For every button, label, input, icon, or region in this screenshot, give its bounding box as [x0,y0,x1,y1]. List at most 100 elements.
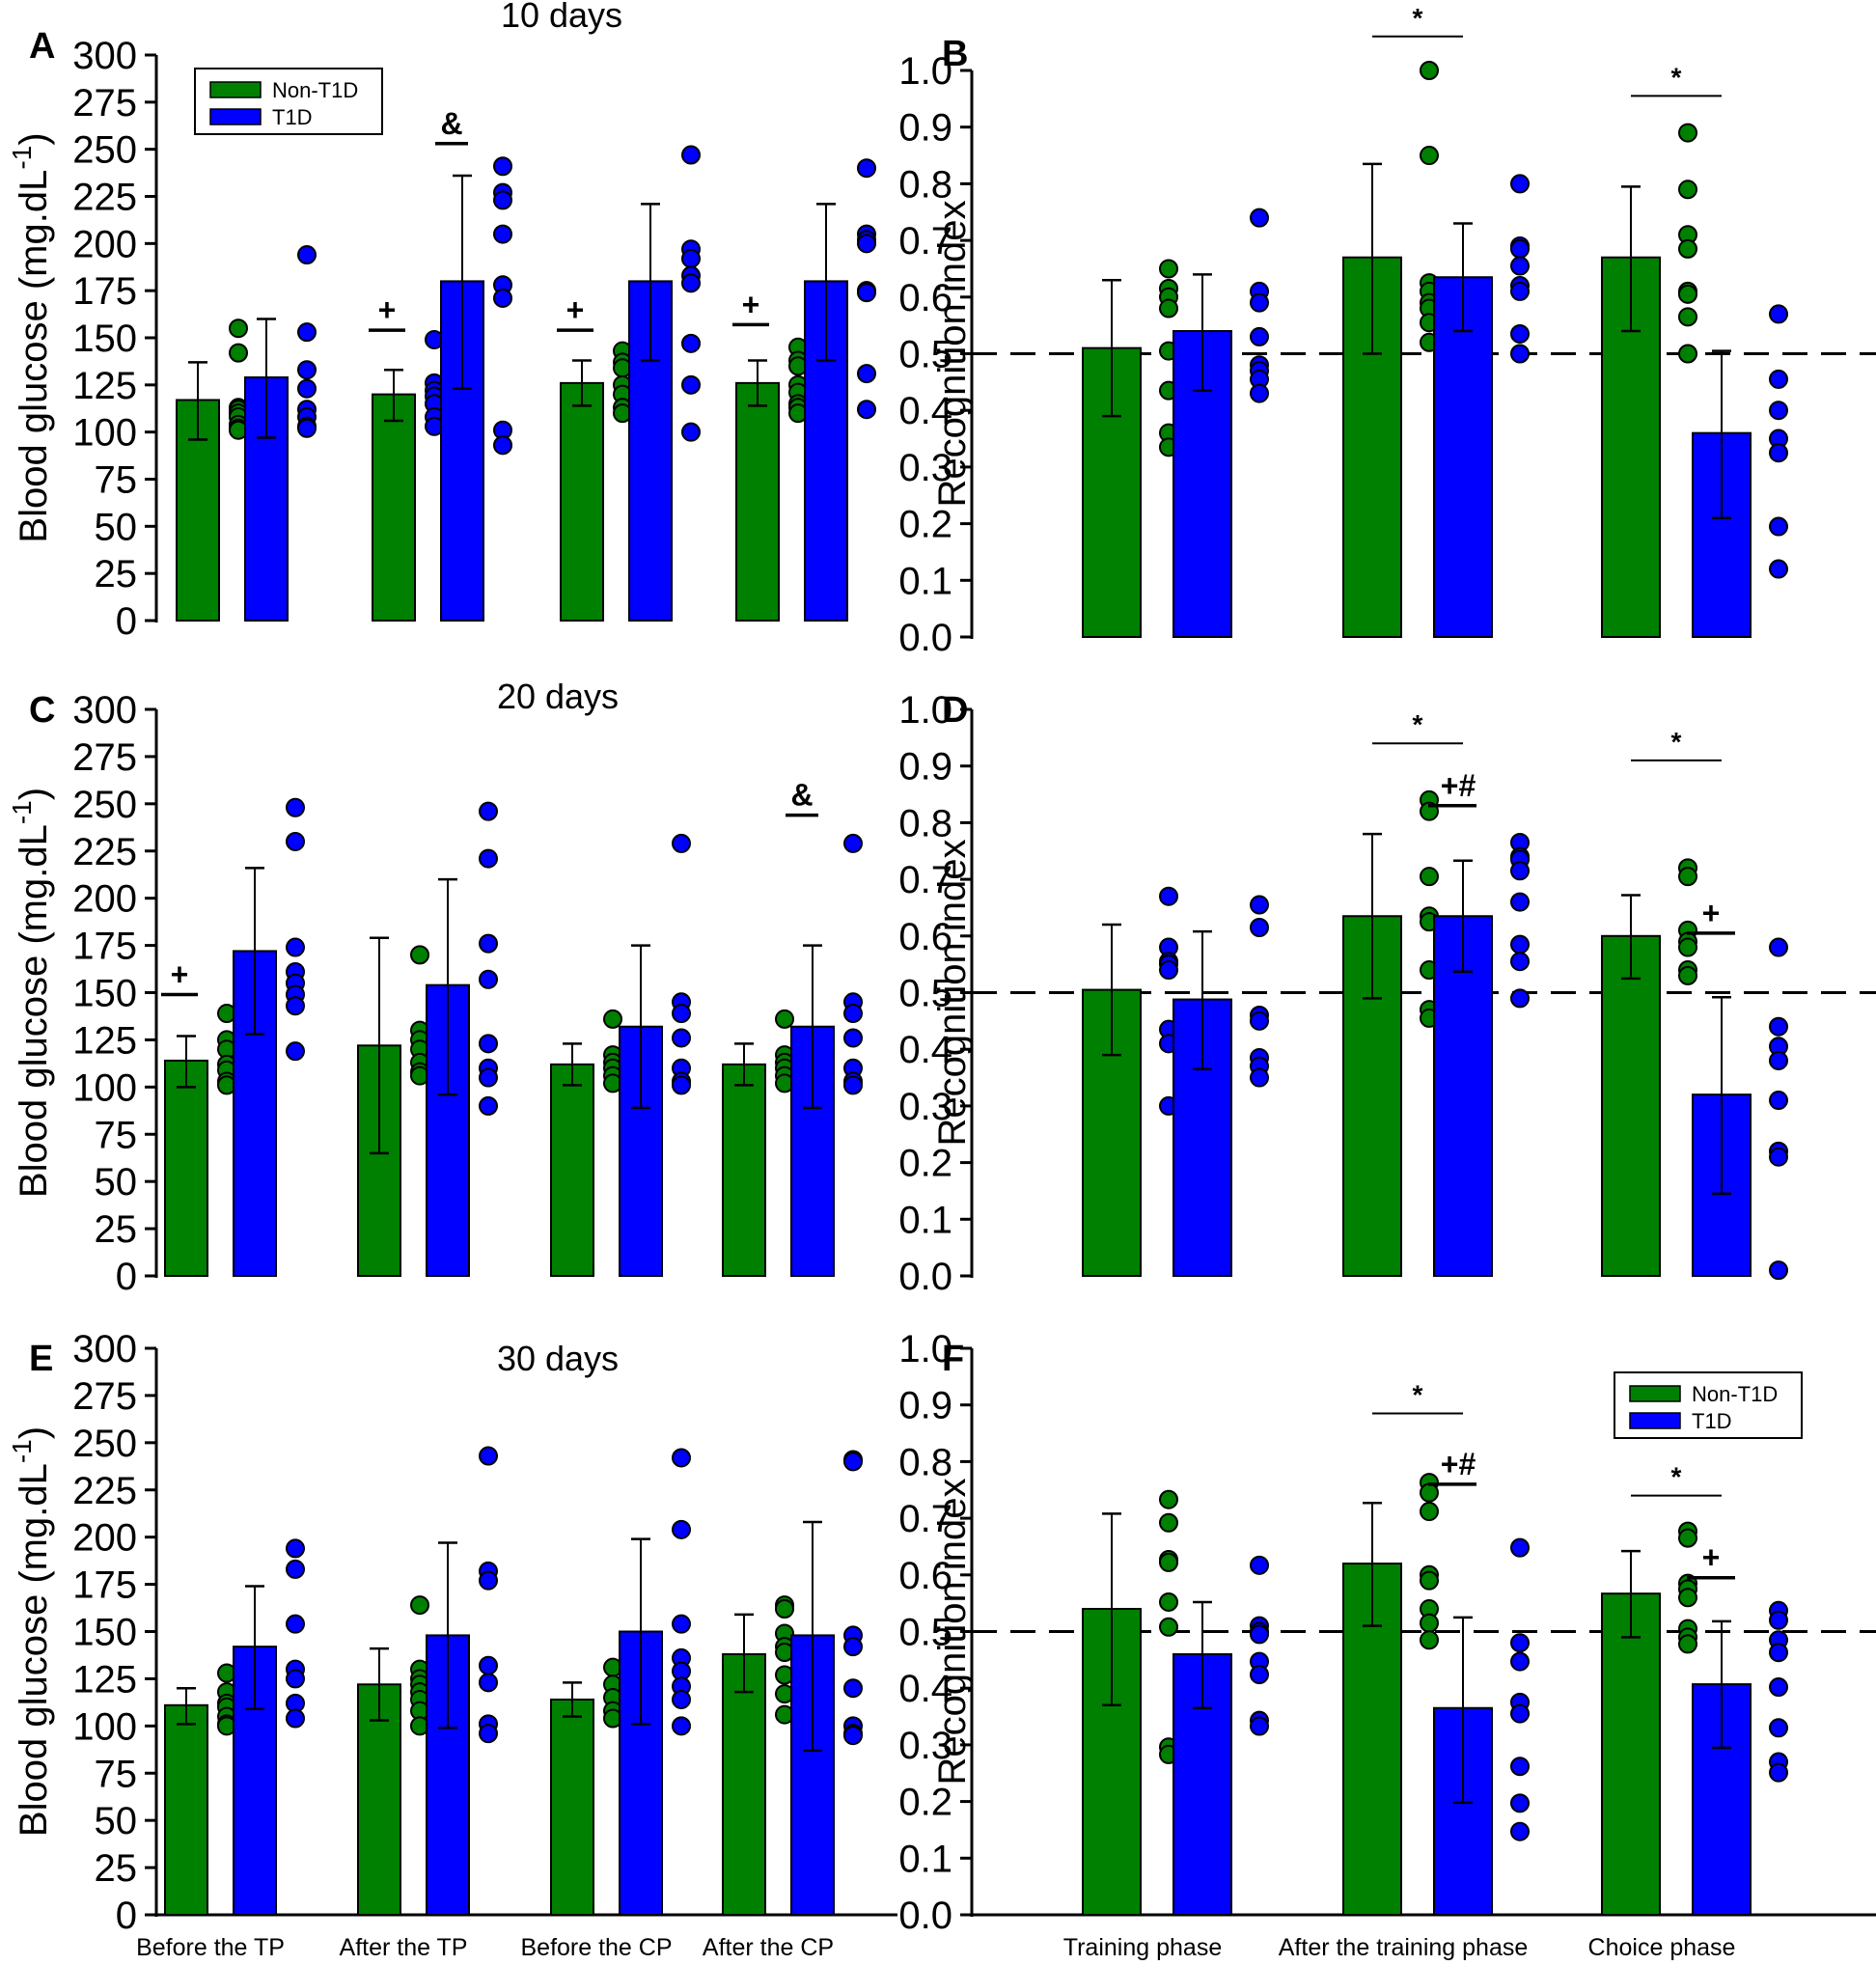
y-tick-label: 0.8 [898,1441,952,1483]
y-tick-label: 75 [95,459,138,502]
y-tick-label: 1.0 [898,50,952,93]
data-point [1420,1630,1439,1650]
panel-title: 30 days [497,1339,619,1378]
data-point [1250,208,1269,228]
y-tick-label: 0.9 [898,1385,952,1427]
bar-non-t1d [1601,934,1661,1277]
legend-swatch-t1d [1629,1412,1681,1429]
y-tick-label: 0.9 [898,746,952,789]
data-point [1250,1067,1269,1088]
bar-non-t1d [550,1698,594,1916]
y-axis-title: Blood glucose (mg.dL-1) [7,788,55,1198]
data-point [1769,1677,1788,1698]
data-point [1159,1489,1178,1509]
data-point [297,418,317,438]
data-point [1678,867,1697,887]
y-tick-label: 0.4 [898,390,952,432]
y-axis-title-text: Recognition index [931,201,974,508]
data-point [1769,304,1788,324]
data-point [479,1067,498,1088]
data-point [843,1678,863,1699]
data-point [1510,892,1530,912]
data-point [843,1637,863,1657]
data-point [1510,952,1530,972]
data-point [1159,298,1178,318]
significance-marker: +# [1441,768,1476,803]
data-point [1420,1613,1439,1633]
data-point [1510,344,1530,364]
y-axis-title-close: ) [13,132,55,145]
y-tick-label: 0.0 [898,1895,952,1937]
data-point [1510,1757,1530,1777]
y-tick-label: 0.6 [898,277,952,319]
data-point [681,422,701,442]
y-tick-label: 0.3 [898,447,952,489]
data-point [1769,1762,1788,1783]
y-tick-label: 0.0 [898,1256,952,1298]
data-point [1769,559,1788,579]
y-tick-label: 0 [116,1895,137,1937]
y-tick-label: 0.5 [898,1612,952,1654]
data-point [493,224,512,244]
data-point [479,1673,498,1693]
data-point [672,1028,691,1048]
data-point [1159,960,1178,981]
data-point [229,343,248,363]
significance-marker: + [1702,896,1721,930]
panel-b: B 0.0 0.1 0.2 0.3 0.4 0.5 0.6 0.7 0.8 0.9 1.0 Recogn… [898,3,1876,659]
data-point [286,831,305,851]
y-tick-label: 0.1 [898,1838,952,1880]
data-point [1678,307,1697,327]
data-point [857,234,876,254]
significance-marker: * [1671,62,1682,92]
y-tick-label: 200 [72,878,137,921]
data-point [479,848,498,869]
data-point [1250,1716,1269,1736]
y-tick-label: 125 [72,365,137,407]
legend-swatch-t1d [209,108,262,125]
data-point [1678,238,1697,259]
y-tick-label: 1.0 [898,689,952,732]
data-point [1769,1050,1788,1070]
y-tick-label: 300 [72,689,137,732]
panel-a: A10 days02550751001251501752002252502753… [7,0,876,643]
data-point [1678,284,1697,304]
data-point [1678,1634,1697,1654]
data-point [1510,281,1530,301]
y-tick-label: 0.6 [898,1555,952,1597]
data-point [775,1599,794,1619]
y-tick-label: 150 [72,1612,137,1654]
data-point [479,1446,498,1466]
legend-label: T1D [1692,1409,1732,1433]
significance-marker: + [378,292,397,327]
data-point [479,969,498,989]
data-point [672,1004,691,1024]
legend: Non-T1D T1D [1614,1371,1803,1439]
y-tick-label: 0.9 [898,107,952,150]
data-point [297,245,317,265]
y-tick-label: 100 [72,1066,137,1109]
data-point [1159,1552,1178,1572]
data-point [672,1075,691,1095]
y-tick-label: 225 [72,831,137,873]
y-tick-label: 225 [72,177,137,219]
y-tick-label: 0.4 [898,1029,952,1071]
data-point [479,1034,498,1054]
significance-marker: & [790,778,813,813]
significance-marker: * [1671,1462,1682,1492]
bar-non-t1d [372,393,416,622]
y-tick-label: 0.5 [898,334,952,376]
legend: Non-T1D T1D [194,68,383,135]
data-point [843,1004,863,1024]
data-point [1420,146,1439,166]
data-point [479,933,498,954]
data-point [286,1669,305,1689]
data-point [843,1726,863,1746]
data-point [493,190,512,210]
data-point [1678,1588,1697,1608]
significance-marker: * [1413,709,1423,739]
y-axis-title-close: ) [13,1426,55,1439]
data-point [857,283,876,303]
